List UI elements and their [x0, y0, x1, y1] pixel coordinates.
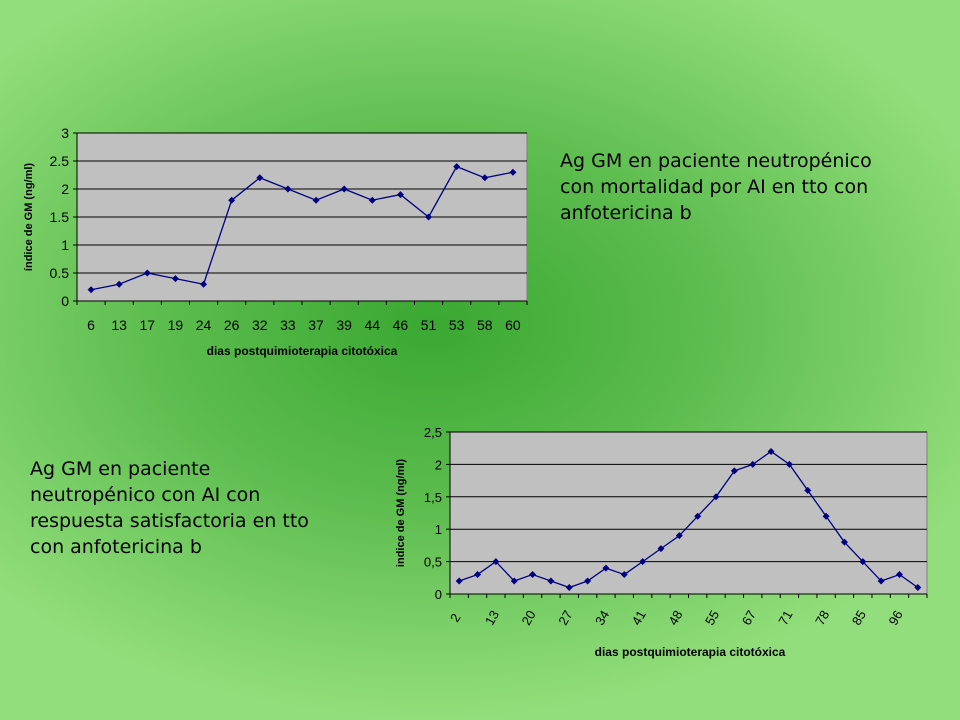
data-point	[859, 558, 867, 566]
data-point	[509, 168, 517, 176]
x-tick-label: 26	[224, 317, 240, 333]
data-point	[749, 460, 757, 468]
x-tick-label: 2	[447, 611, 464, 625]
data-point	[895, 571, 903, 579]
data-point	[455, 577, 463, 585]
x-tick-label: 48	[665, 608, 685, 628]
y-tick-label: 0.5	[50, 265, 70, 281]
data-point	[510, 577, 518, 585]
data-point	[425, 213, 433, 221]
data-point	[312, 196, 320, 204]
y-tick-label: 2	[61, 181, 69, 197]
x-tick-label: 27	[555, 608, 575, 628]
chart-caption-bottom: Ag GM en paciente neutropénico con AI co…	[30, 458, 309, 558]
data-point	[602, 564, 610, 572]
x-tick-label: 46	[393, 317, 409, 333]
x-tick-label: 44	[365, 317, 381, 333]
data-point	[474, 571, 482, 579]
data-point	[115, 280, 123, 288]
x-tick-label: 13	[482, 608, 502, 628]
data-point	[143, 269, 151, 277]
x-tick-label: 37	[308, 317, 324, 333]
x-axis-title: dias postquimioterapia citotóxica	[207, 344, 398, 358]
chart-2: 0 0,5 1 1,5 2 2,5 2 13 20 27 34 41 48 55 67 71 78 85 96 dia…	[395, 425, 928, 659]
y-tick-label: 2,5	[424, 425, 442, 440]
data-point	[547, 577, 555, 585]
x-tick-label: 39	[336, 317, 352, 333]
data-point	[565, 584, 573, 592]
y-axis-title: índice de GM (ng/ml)	[23, 163, 35, 272]
data-point	[284, 185, 292, 193]
y-tick-label: 0	[435, 587, 442, 602]
x-axis-title: dias postquimioterapia citotóxica	[595, 645, 786, 659]
data-point	[529, 571, 537, 579]
data-point	[639, 558, 647, 566]
chart-caption-top: Ag GM en paciente neutropénico con morta…	[560, 150, 872, 224]
data-point	[396, 191, 404, 199]
series-line	[90, 165, 514, 291]
data-point	[228, 196, 236, 204]
x-tick-label: 71	[775, 608, 795, 628]
y-tick-label: 0,5	[424, 555, 442, 570]
x-tick-label: 33	[280, 317, 296, 333]
x-tick-label: 58	[477, 317, 493, 333]
x-tick-label: 32	[252, 317, 268, 333]
x-tick-label: 41	[629, 608, 649, 628]
y-tick-label: 2	[435, 457, 442, 472]
x-tick-label: 60	[505, 317, 521, 333]
data-point	[657, 545, 665, 553]
chart-1: 0 0.5 1 1.5 2 2.5 3 6 13 17 19 24 26 32 33 37 39 44 46 51 53…	[23, 125, 528, 358]
plot-area	[449, 431, 928, 595]
x-tick-label: 6	[87, 317, 95, 333]
x-tick-label: 67	[739, 608, 759, 628]
data-point	[785, 460, 793, 468]
data-point	[492, 558, 500, 566]
x-tick-label: 34	[592, 608, 612, 628]
x-tick-label: 19	[168, 317, 184, 333]
data-point	[584, 577, 592, 585]
data-point	[620, 571, 628, 579]
data-point	[822, 512, 830, 520]
x-tick-label: 51	[421, 317, 437, 333]
y-tick-label: 1	[61, 237, 69, 253]
x-tick-label: 78	[812, 608, 832, 628]
data-point	[256, 174, 264, 182]
data-point	[340, 185, 348, 193]
y-tick-label: 1,5	[424, 490, 442, 505]
data-point	[804, 486, 812, 494]
x-tick-label: 24	[196, 317, 212, 333]
x-tick-label: 20	[519, 608, 539, 628]
data-point	[171, 275, 179, 283]
y-tick-label: 0	[61, 293, 69, 309]
data-point	[730, 467, 738, 475]
data-point	[368, 196, 376, 204]
data-point	[200, 280, 208, 288]
x-tick-label: 53	[449, 317, 465, 333]
data-point	[840, 538, 848, 546]
x-tick-label: 13	[111, 317, 127, 333]
data-point	[87, 286, 95, 294]
data-point	[694, 512, 702, 520]
data-point	[675, 532, 683, 540]
x-tick-label: 17	[140, 317, 156, 333]
data-point	[877, 577, 885, 585]
data-point	[712, 493, 720, 501]
x-tick-label: 55	[702, 608, 722, 628]
data-point	[453, 163, 461, 171]
y-tick-label: 1	[435, 522, 442, 537]
y-tick-label: 2.5	[50, 153, 70, 169]
y-axis-title: indice de GM (ng/ml)	[395, 459, 407, 568]
data-point	[767, 447, 775, 455]
data-point	[914, 584, 922, 592]
data-point	[481, 174, 489, 182]
x-tick-label: 85	[849, 608, 869, 628]
y-tick-label: 1.5	[50, 209, 70, 225]
x-tick-label: 96	[885, 608, 905, 628]
y-tick-label: 3	[61, 125, 69, 141]
series-line	[458, 450, 919, 589]
